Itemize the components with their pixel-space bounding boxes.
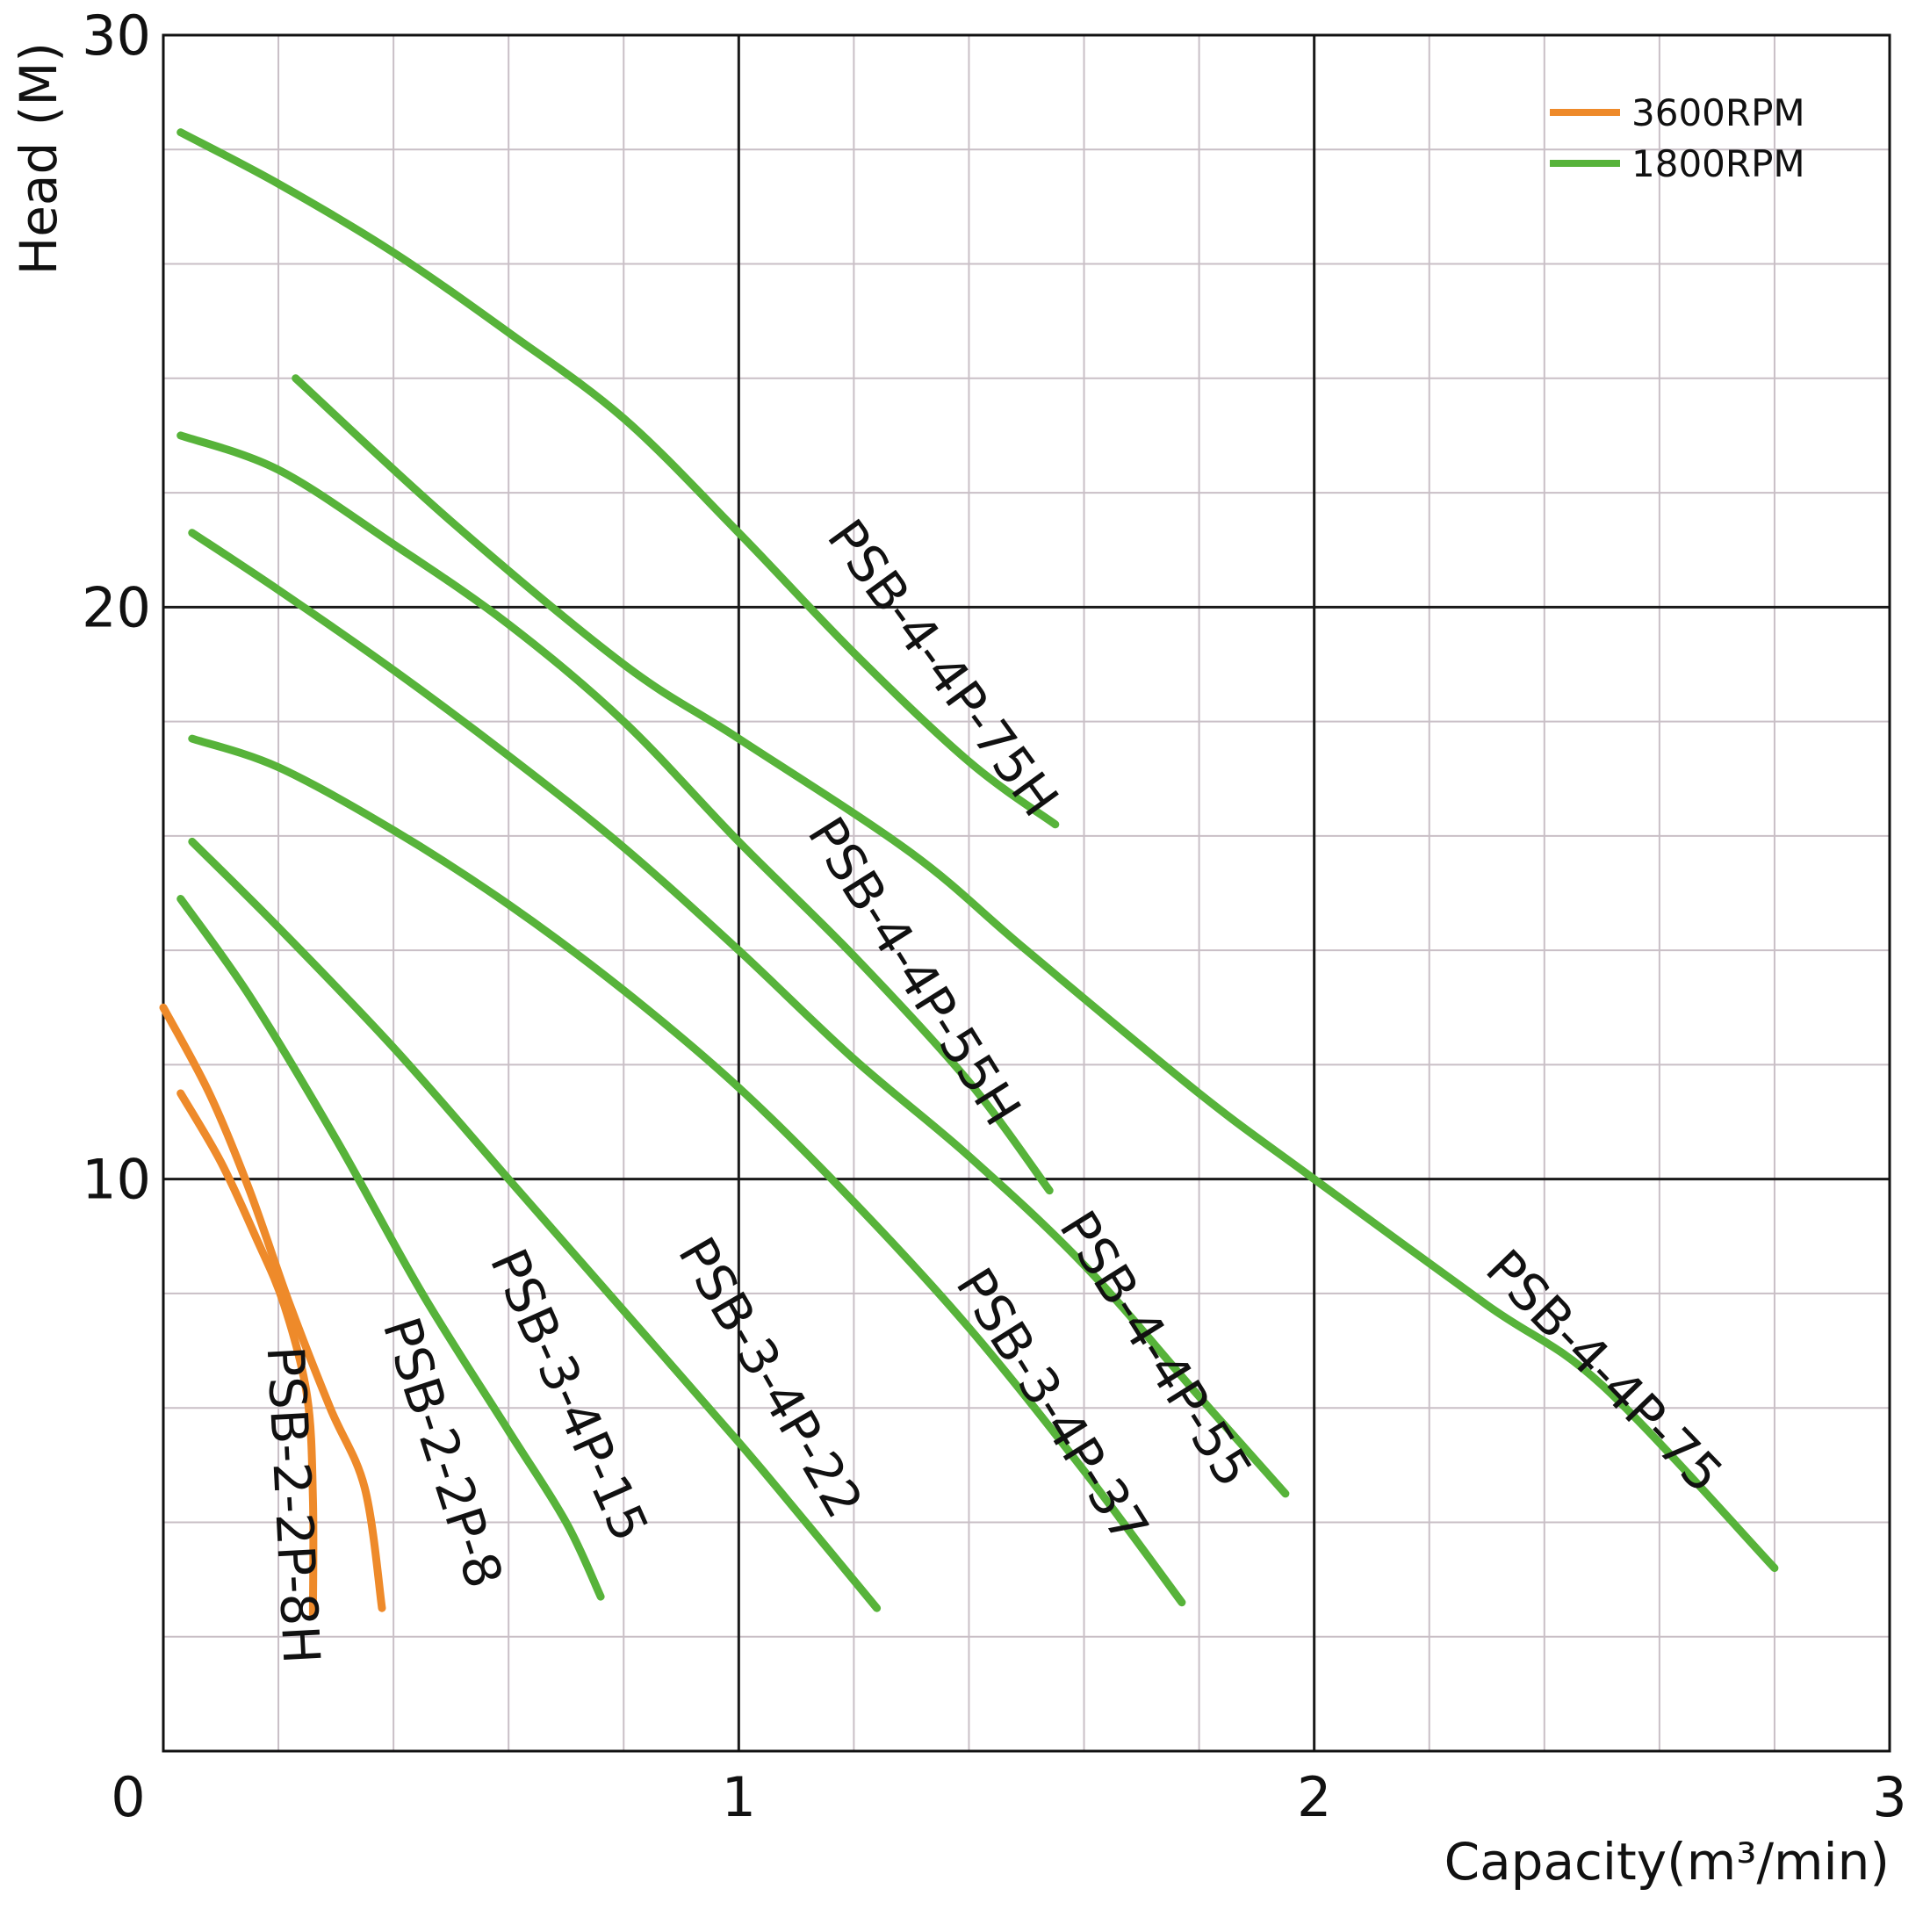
x-tick-label: 2 [1297, 1765, 1331, 1829]
curve-psb-4-4p-55h [176, 431, 1054, 1195]
curve-psb-4-4p-75h [176, 128, 1060, 829]
x-tick-labels: 0 1 2 3 [111, 1765, 1906, 1829]
y-tick-labels: 10 20 30 [82, 4, 151, 1212]
x-tick-label: 3 [1872, 1765, 1906, 1829]
curve-psb-3-4p-37 [188, 734, 1186, 1607]
minor-grid [163, 35, 1890, 1751]
curve-psb-2-2p-8h [176, 1089, 318, 1618]
curve-psb-4-4p-55 [188, 529, 1290, 1498]
x-tick-label: 1 [722, 1765, 756, 1829]
curve-label-psb-3-4p-15: PSB-3-4P-15 [479, 1240, 660, 1550]
legend: 3600RPM 1800RPM [1550, 91, 1805, 185]
major-grid [163, 35, 1890, 1751]
legend-label: 1800RPM [1631, 142, 1805, 185]
x-axis-title: Capacity(m³/min) [1444, 1832, 1890, 1892]
y-axis-title: Head (M) [9, 42, 68, 275]
legend-label: 3600RPM [1631, 91, 1805, 134]
curve-psb-3-4p-22 [188, 837, 882, 1612]
y-tick-label: 10 [82, 1148, 151, 1212]
y-tick-label: 30 [82, 4, 151, 68]
y-tick-label: 20 [82, 575, 151, 639]
curve-labels: PSB-4-4P-75HPSB-4-4P-75PSB-4-4P-55HPSB-4… [256, 508, 1735, 1665]
curve-psb-3-4p-15 [176, 895, 605, 1601]
curve-psb-2-2p-8 [159, 1003, 386, 1612]
curve-label-psb-4-4p-75: PSB-4-4P-75 [1474, 1238, 1734, 1504]
plot-frame [162, 33, 1891, 1753]
curve-psb-4-4p-75 [292, 374, 1779, 1573]
x-tick-label: 0 [111, 1765, 145, 1829]
performance-curves [159, 128, 1779, 1618]
